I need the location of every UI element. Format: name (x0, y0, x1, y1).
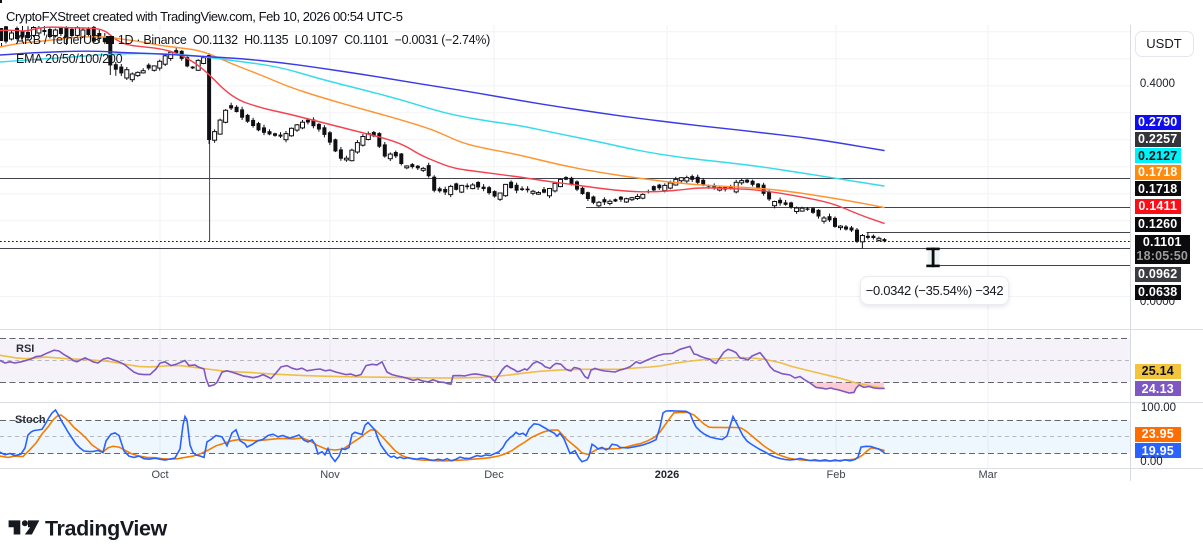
svg-text:TradingView: TradingView (45, 517, 168, 541)
